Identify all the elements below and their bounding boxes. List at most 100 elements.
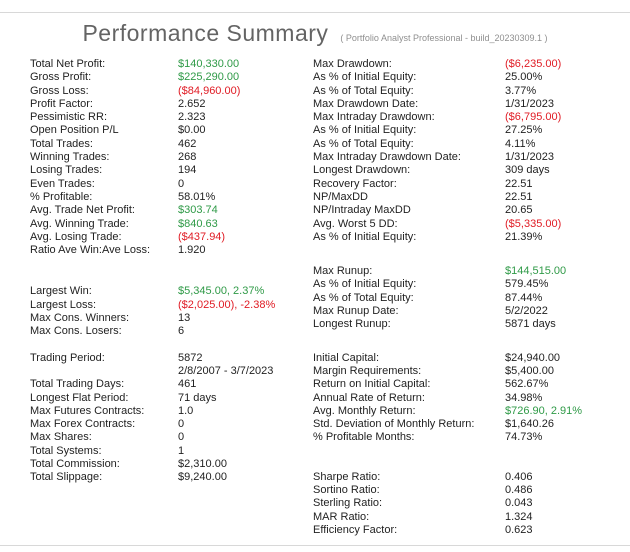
stat-row: Avg. Losing Trade: ($437.94)	[30, 230, 308, 245]
stat-value: $5,400.00	[505, 364, 554, 379]
stat-value: 1/31/2023	[505, 97, 554, 112]
stat-row: Avg. Winning Trade: $840.63	[30, 217, 308, 231]
stat-row: Max Intraday Drawdown: ($6,795.00)	[313, 111, 625, 125]
stat-label: Max Intraday Drawdown Date:	[313, 151, 461, 164]
stat-row: 2/8/2007 - 3/7/2023	[30, 364, 308, 379]
stat-value: 268	[178, 151, 197, 165]
stat-value: $9,240.00	[178, 471, 227, 485]
stat-value: 2/8/2007 - 3/7/2023	[178, 364, 274, 379]
stat-row: Longest Flat Period: 71 days	[30, 391, 308, 405]
page-title: Performance Summary	[82, 20, 329, 46]
stat-value: 0	[178, 431, 185, 445]
stat-row: NP/MaxDD 22.51	[313, 190, 625, 205]
stat-value: 1.920	[178, 244, 206, 258]
right-stat-group-2: Initial Capital: $24,940.00 Margin Require…	[313, 351, 625, 445]
stat-row: As % of Initial Equity: 579.45%	[313, 278, 625, 292]
stat-row: NP/Intraday MaxDD 20.65	[313, 204, 625, 218]
stat-value: 5/2/2022	[505, 305, 548, 319]
stat-row: Sterling Ratio: 0.043	[313, 497, 625, 511]
stat-value: 579.45%	[505, 278, 549, 292]
stat-row: Gross Loss: ($84,960.00)	[30, 84, 308, 98]
stat-label: As % of Initial Equity:	[313, 230, 417, 243]
stat-row: Annual Rate of Return: 34.98%	[313, 391, 625, 405]
stat-row: Max Intraday Drawdown Date: 1/31/2023	[313, 151, 625, 165]
stat-label: Total Net Profit:	[30, 58, 106, 70]
stat-value: 58.01%	[178, 190, 216, 205]
stat-row: As % of Initial Equity: 25.00%	[313, 71, 625, 85]
stat-label: Max Cons. Losers:	[30, 325, 122, 338]
stat-row: Total Slippage: $9,240.00	[30, 471, 308, 485]
stat-value: ($84,960.00)	[178, 84, 241, 98]
stat-value: 194	[178, 164, 197, 178]
stat-label: Avg. Trade Net Profit:	[30, 204, 135, 217]
right-stat-group-3: Sharpe Ratio: 0.406 Sortino Ratio: 0.486 Ste…	[313, 470, 625, 538]
stat-value: 27.25%	[505, 124, 543, 138]
stat-label: As % of Initial Equity:	[313, 278, 417, 291]
stat-value: $840.63	[178, 217, 218, 231]
stat-row: Sortino Ratio: 0.486	[313, 484, 625, 498]
stat-value: 87.44%	[505, 291, 543, 306]
stat-value: $225,290.00	[178, 71, 240, 85]
stat-row: Total Trades: 462	[30, 137, 308, 152]
stat-value: $24,940.00	[505, 351, 561, 365]
stat-label: Efficiency Factor:	[313, 523, 398, 536]
stat-value: 1.0	[178, 404, 194, 419]
stat-value: 1.324	[505, 510, 533, 524]
stat-label: Longest Flat Period:	[30, 391, 129, 404]
stat-row: Avg. Monthly Return: $726.90, 2.91%	[313, 404, 625, 419]
stat-label: % Profitable Months:	[313, 431, 415, 444]
stat-value: ($6,235.00)	[505, 58, 562, 72]
stat-row: Return on Initial Capital: 562.67%	[313, 378, 625, 392]
stat-row: Max Forex Contracts: 0	[30, 418, 308, 432]
stat-value: ($437.94)	[178, 230, 226, 245]
stat-row: Margin Requirements: $5,400.00	[313, 364, 625, 379]
stat-row: Largest Loss: ($2,025.00), -2.38%	[30, 298, 308, 313]
stat-label: Even Trades:	[30, 177, 95, 190]
stat-value: 71 days	[178, 391, 217, 405]
left-stat-group-1: Largest Win: $5,345.00, 2.37% Largest Loss…	[30, 285, 308, 339]
stat-value: 562.67%	[505, 378, 549, 392]
stat-row: % Profitable Months: 74.73%	[313, 431, 625, 445]
stat-row: Open Position P/L $0.00	[30, 124, 308, 138]
stat-value: 22.51	[505, 190, 533, 205]
stat-row: Gross Profit: $225,290.00	[30, 71, 308, 85]
stat-row: As % of Total Equity: 4.11%	[313, 137, 625, 152]
stat-label: Total Commission:	[30, 458, 120, 471]
stat-label: Max Shares:	[30, 431, 92, 444]
stat-label: Longest Runup:	[313, 318, 391, 331]
stat-value: 461	[178, 378, 197, 392]
stat-value: 3.77%	[505, 84, 537, 98]
stat-value: $726.90, 2.91%	[505, 404, 583, 419]
stat-row: Sharpe Ratio: 0.406	[313, 470, 625, 485]
stat-label: Margin Requirements:	[313, 364, 422, 377]
stat-value: $140,330.00	[178, 58, 240, 72]
stat-row: Longest Runup: 5871 days	[313, 318, 625, 332]
stat-label: As % of Total Equity:	[313, 291, 414, 304]
stat-label: Avg. Winning Trade:	[30, 217, 129, 230]
stat-row: Avg. Worst 5 DD: ($5,335.00)	[313, 217, 625, 231]
stat-label: MAR Ratio:	[313, 510, 370, 523]
stat-row: Longest Drawdown: 309 days	[313, 164, 625, 178]
stat-value: 0.043	[505, 497, 533, 511]
stat-label: Winning Trades:	[30, 151, 110, 164]
stat-label: Initial Capital:	[313, 351, 380, 364]
stat-value: 20.65	[505, 204, 533, 218]
stat-row: Largest Win: $5,345.00, 2.37%	[30, 285, 308, 299]
stat-label: Gross Loss:	[30, 84, 89, 97]
stat-label: Pessimistic RR:	[30, 111, 108, 124]
stat-value: 2.652	[178, 97, 206, 112]
stat-row: Even Trades: 0	[30, 177, 308, 191]
stat-value: $0.00	[178, 124, 206, 138]
stat-value: ($2,025.00), -2.38%	[178, 298, 276, 313]
stat-label: As % of Total Equity:	[313, 137, 414, 150]
right-stat-group-1: Max Runup: $144,515.00 As % of Initial Equ…	[313, 265, 625, 332]
stat-value: 0.623	[505, 523, 533, 538]
stat-label: Ratio Ave Win:Ave Loss:	[30, 244, 151, 257]
stat-label: Sterling Ratio:	[313, 497, 383, 510]
stat-row: Pessimistic RR: 2.323	[30, 111, 308, 125]
stat-row: Avg. Trade Net Profit: $303.74	[30, 204, 308, 218]
bottom-divider	[0, 545, 630, 546]
left-stat-group-0: Total Net Profit: $140,330.00 Gross Profit…	[30, 58, 308, 258]
stat-label: Total Trading Days:	[30, 378, 125, 391]
stat-row: Losing Trades: 194	[30, 164, 308, 178]
